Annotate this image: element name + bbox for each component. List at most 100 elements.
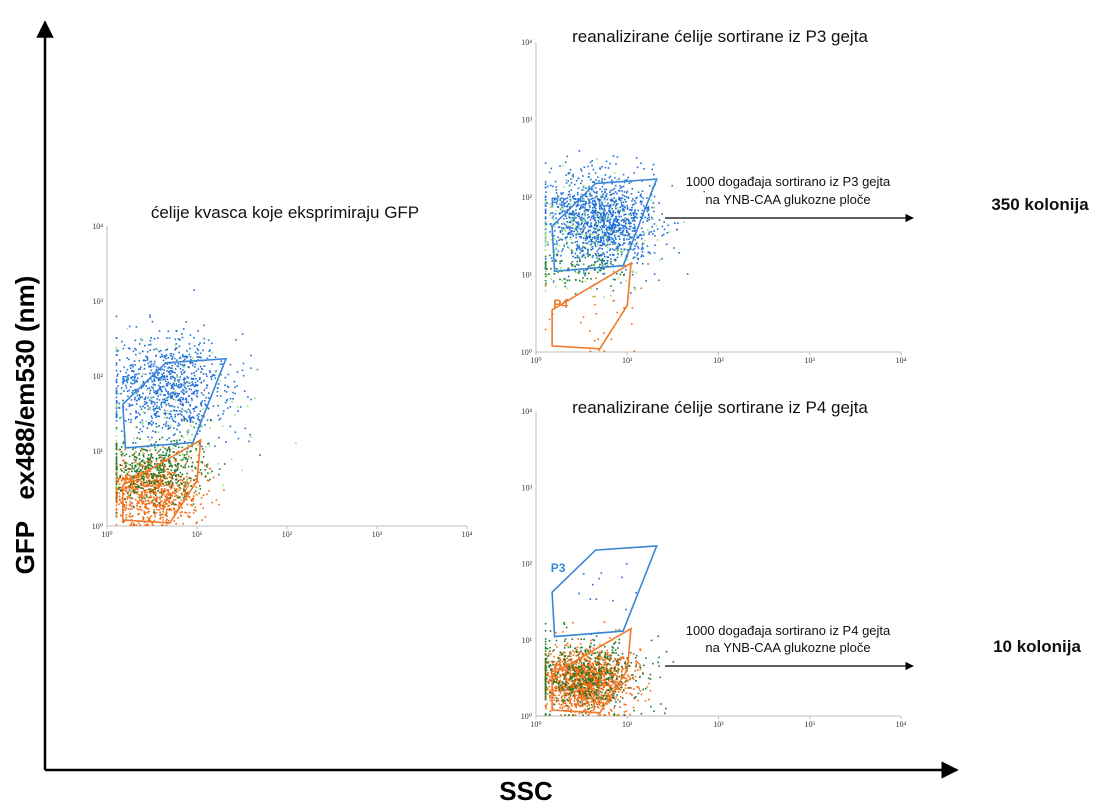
event-point xyxy=(574,241,577,243)
event-point xyxy=(651,206,654,209)
event-point xyxy=(603,682,606,685)
event-point xyxy=(642,255,645,257)
event-point xyxy=(555,203,558,205)
event-point xyxy=(616,311,618,314)
event-point xyxy=(626,259,629,261)
event-point xyxy=(116,476,119,479)
event-point xyxy=(165,511,168,513)
event-point xyxy=(186,430,188,433)
event-point xyxy=(211,363,213,365)
event-point xyxy=(594,213,596,216)
event-point xyxy=(549,675,551,678)
event-point xyxy=(610,237,613,239)
event-point xyxy=(246,405,249,408)
event-point xyxy=(229,406,232,408)
event-point xyxy=(229,363,232,366)
event-point xyxy=(131,464,133,467)
event-point xyxy=(615,231,617,233)
event-point xyxy=(152,499,154,502)
event-point xyxy=(147,458,150,460)
event-point xyxy=(185,462,187,464)
event-point xyxy=(580,216,583,219)
event-point xyxy=(136,505,138,507)
event-point xyxy=(173,451,175,453)
event-point xyxy=(595,701,597,704)
event-point xyxy=(590,710,592,712)
event-point xyxy=(144,513,146,515)
event-point xyxy=(618,211,620,213)
event-point xyxy=(200,371,202,373)
event-point xyxy=(215,370,217,372)
event-point xyxy=(151,386,153,388)
event-point xyxy=(653,223,656,225)
event-point xyxy=(142,421,144,424)
event-point xyxy=(584,246,586,249)
event-point xyxy=(125,490,128,492)
event-point xyxy=(156,465,159,468)
event-point xyxy=(129,500,132,503)
event-point xyxy=(544,671,547,673)
event-point xyxy=(170,509,173,511)
event-point xyxy=(673,247,675,249)
event-point xyxy=(167,480,170,483)
event-point xyxy=(203,342,205,344)
event-point xyxy=(618,224,621,226)
event-point xyxy=(164,378,166,380)
event-point xyxy=(621,197,624,200)
event-point xyxy=(150,337,152,339)
event-point xyxy=(167,425,170,427)
event-point xyxy=(117,385,119,387)
event-point xyxy=(605,160,608,163)
event-point xyxy=(609,668,611,671)
event-point xyxy=(159,408,161,411)
event-point xyxy=(163,385,165,388)
event-point xyxy=(609,254,611,256)
event-point xyxy=(115,420,118,422)
event-point xyxy=(597,271,599,274)
event-point xyxy=(623,248,626,251)
event-point xyxy=(621,224,623,227)
event-point xyxy=(148,484,150,486)
event-point xyxy=(132,442,134,444)
event-point xyxy=(172,434,175,436)
event-point xyxy=(636,235,639,238)
event-point xyxy=(589,649,592,651)
event-point xyxy=(189,404,191,406)
event-point xyxy=(175,383,178,385)
event-point xyxy=(561,223,563,225)
event-point xyxy=(177,392,179,395)
event-point xyxy=(134,380,137,382)
event-point xyxy=(593,199,595,202)
event-point xyxy=(592,227,595,229)
event-point xyxy=(169,486,171,488)
event-point xyxy=(118,498,121,500)
event-point xyxy=(601,236,604,239)
event-point xyxy=(601,190,603,193)
event-point xyxy=(177,464,179,466)
event-point xyxy=(555,217,557,220)
event-point xyxy=(623,264,626,267)
event-point xyxy=(194,467,197,470)
event-point xyxy=(625,248,627,251)
event-point xyxy=(170,440,172,443)
event-point xyxy=(616,675,618,677)
event-point xyxy=(556,194,559,197)
event-point xyxy=(156,469,158,471)
event-point xyxy=(142,448,144,451)
event-point xyxy=(115,466,118,469)
event-point xyxy=(596,214,598,217)
event-point xyxy=(207,339,210,341)
event-point xyxy=(192,377,194,380)
event-point xyxy=(646,245,649,247)
y-tick-label: 10⁰ xyxy=(521,712,532,721)
event-point xyxy=(618,662,621,665)
event-point xyxy=(160,349,162,352)
event-point xyxy=(234,431,237,433)
event-point xyxy=(189,384,192,387)
event-point xyxy=(154,380,156,382)
event-point xyxy=(561,232,564,235)
event-point xyxy=(171,466,173,468)
event-point xyxy=(176,428,178,431)
event-point xyxy=(667,224,670,227)
event-point xyxy=(612,667,615,670)
